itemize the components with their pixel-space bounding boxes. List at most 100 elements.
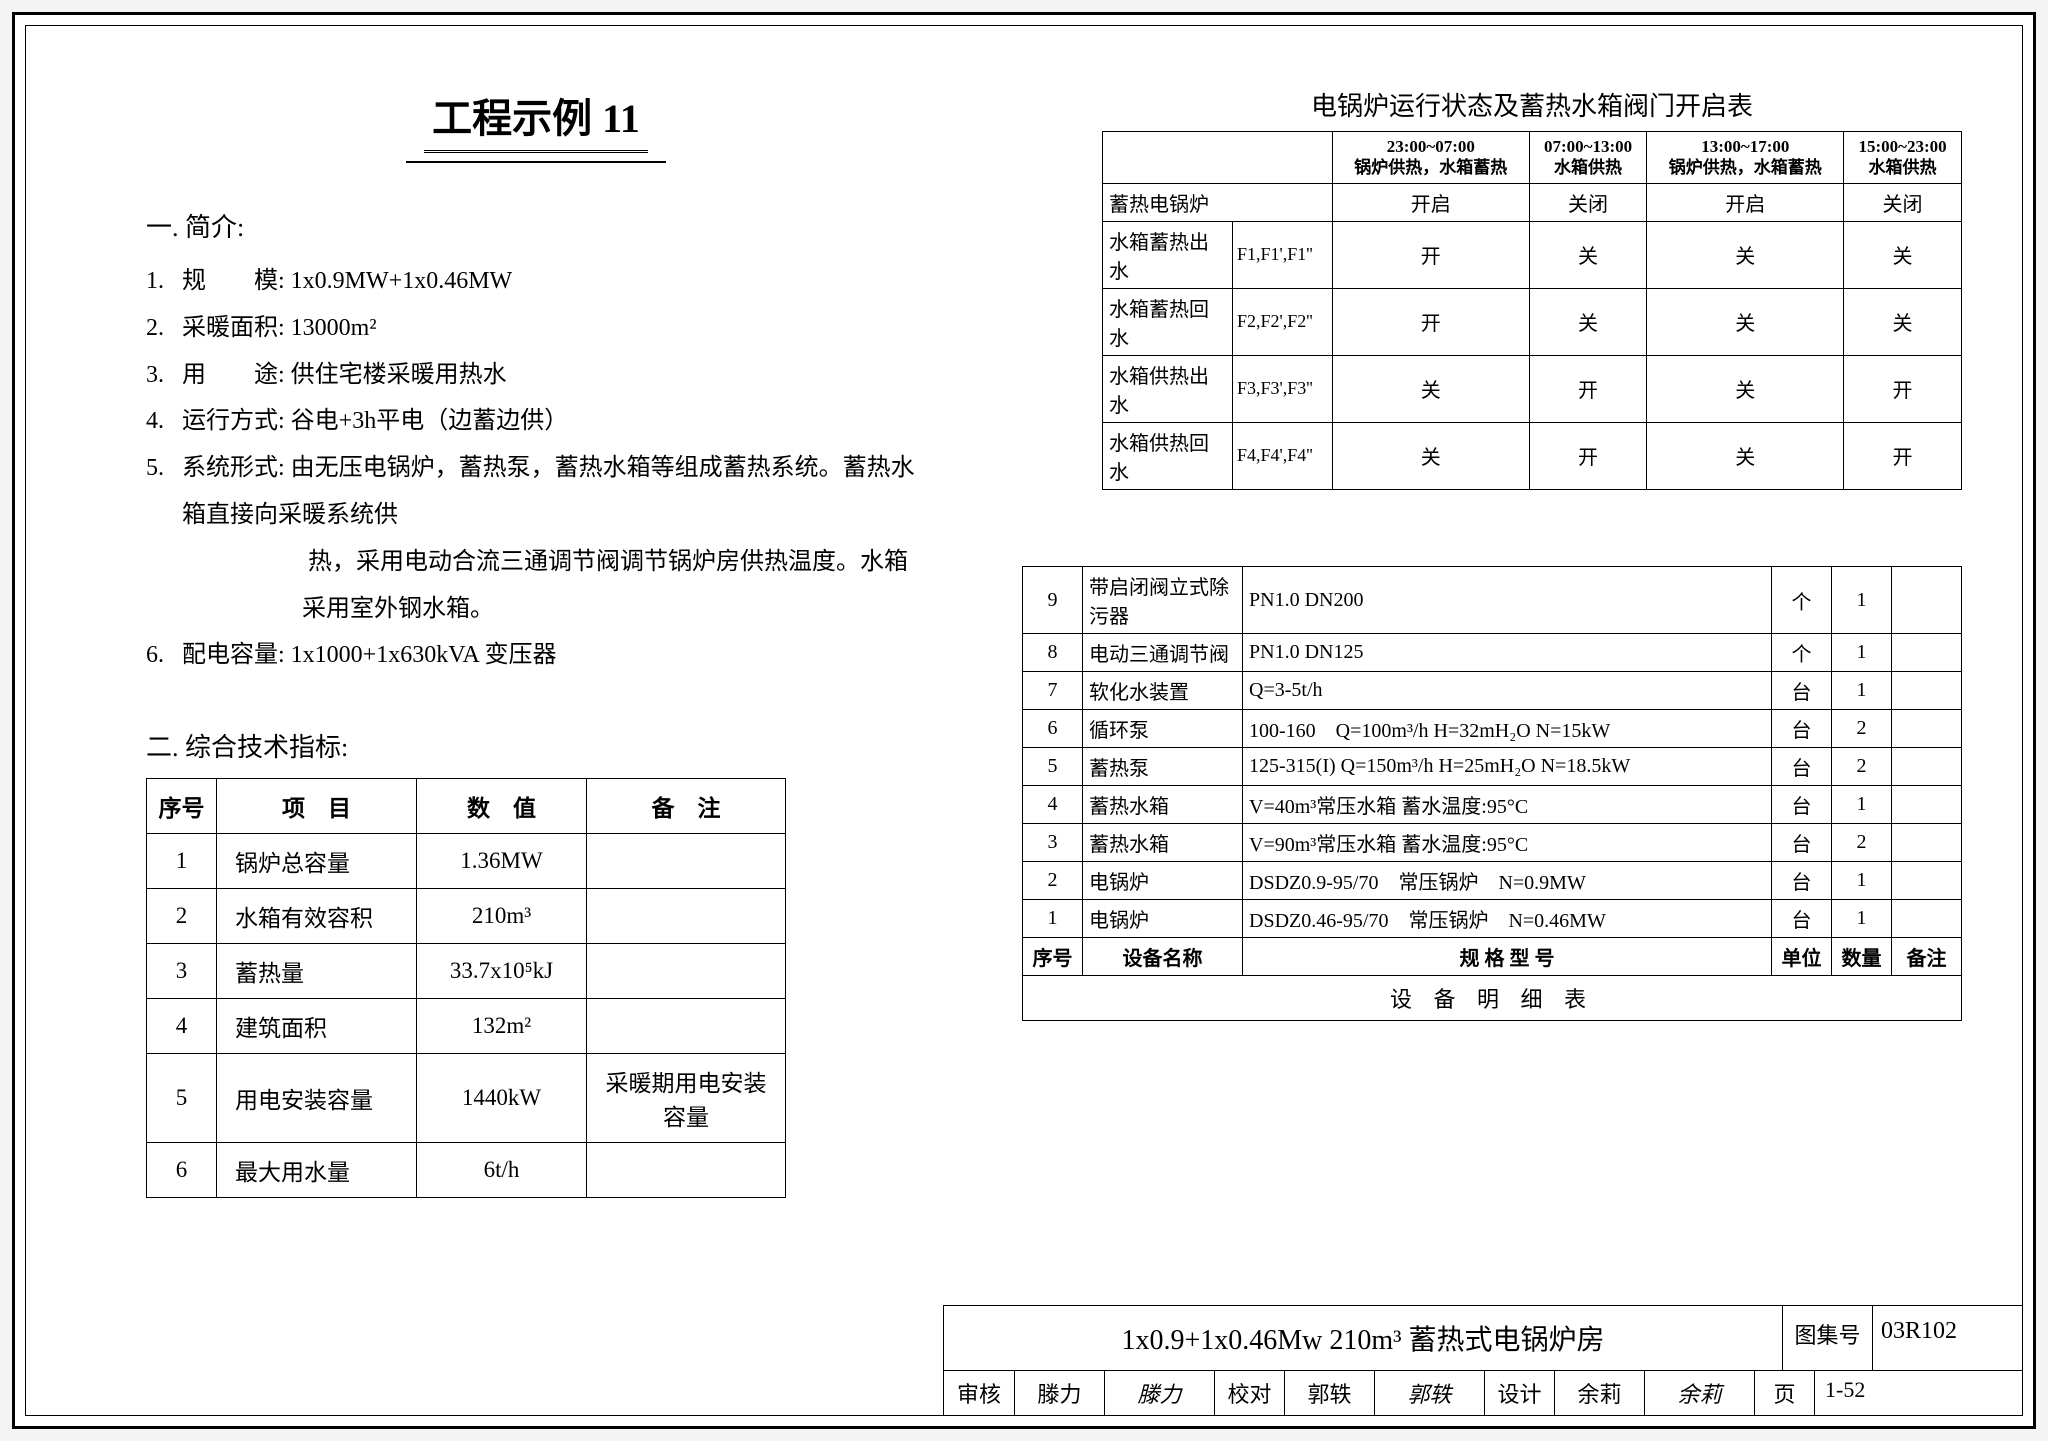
tech-cell: 锅炉总容量 — [217, 834, 417, 889]
tech-cell: 建筑面积 — [217, 999, 417, 1054]
tb-signature: 滕力 — [1104, 1371, 1214, 1415]
equip-col: 设备名称 — [1083, 938, 1243, 976]
tb-label: 校对 — [1214, 1371, 1284, 1415]
intro-text: 运行方式: 谷电+3h平电（边蓄边供） — [182, 398, 568, 445]
table-row: 4建筑面积132m² — [147, 999, 786, 1054]
intro-text: 用 途: 供住宅楼采暖用热水 — [182, 352, 507, 399]
table-row: 蓄热电锅炉开启关闭开启关闭 — [1103, 183, 1962, 221]
equip-cell: 蓄热水箱 — [1083, 824, 1243, 862]
tb-signature: 郭轶 — [1374, 1371, 1484, 1415]
equip-cell: 软化水装置 — [1083, 672, 1243, 710]
equip-cell: 1 — [1832, 862, 1892, 900]
equip-col: 单位 — [1772, 938, 1832, 976]
equip-col: 数量 — [1832, 938, 1892, 976]
tech-cell: 最大用水量 — [217, 1143, 417, 1198]
equip-cell: 个 — [1772, 634, 1832, 672]
tb-name: 郭轶 — [1284, 1371, 1374, 1415]
table-row: 1电锅炉DSDZ0.46-95/70 常压锅炉 N=0.46MW台1 — [1023, 900, 1962, 938]
page-title: 工程示例 11 — [424, 86, 648, 153]
valve-row-name: 水箱供热回水 — [1103, 422, 1233, 489]
valve-cell: 关 — [1333, 422, 1530, 489]
equip-cell: 2 — [1023, 862, 1083, 900]
equip-cell: 台 — [1772, 786, 1832, 824]
equipment-table-title: 设 备 明 细 表 — [1022, 976, 1962, 1021]
valve-cell: 关 — [1333, 355, 1530, 422]
intro-num: 1. — [146, 258, 182, 305]
equip-cell: 5 — [1023, 748, 1083, 786]
table-row: 1锅炉总容量1.36MW — [147, 834, 786, 889]
equip-cell: 循环泵 — [1083, 710, 1243, 748]
equip-cell: PN1.0 DN200 — [1243, 567, 1772, 634]
valve-cell: 开 — [1844, 355, 1962, 422]
equip-cell: DSDZ0.46-95/70 常压锅炉 N=0.46MW — [1243, 900, 1772, 938]
valve-cell: 关闭 — [1844, 183, 1962, 221]
equip-cell: 1 — [1832, 634, 1892, 672]
tech-cell: 采暖期用电安装容量 — [587, 1054, 786, 1143]
table-row: 8电动三通调节阀PN1.0 DN125个1 — [1023, 634, 1962, 672]
table-row: 6最大用水量6t/h — [147, 1143, 786, 1198]
valve-cell: 开启 — [1333, 183, 1530, 221]
intro-text: 规 模: 1x0.9MW+1x0.46MW — [182, 258, 512, 305]
valve-row-name: 蓄热电锅炉 — [1103, 183, 1333, 221]
equip-cell — [1892, 862, 1962, 900]
valve-time-col: 07:00~13:00水箱供热 — [1529, 132, 1647, 184]
equip-cell — [1892, 786, 1962, 824]
intro-item: 2.采暖面积: 13000m² — [146, 305, 926, 352]
valve-cell: 关 — [1647, 355, 1844, 422]
valve-row-name: 水箱蓄热回水 — [1103, 288, 1233, 355]
equip-col: 规 格 型 号 — [1243, 938, 1772, 976]
tech-cell — [587, 944, 786, 999]
tech-col: 序号 — [147, 779, 217, 834]
tech-cell: 4 — [147, 999, 217, 1054]
page-value: 1-52 — [1814, 1371, 2022, 1415]
tech-cell — [587, 889, 786, 944]
intro-num: 5. — [146, 445, 182, 539]
equip-cell: 蓄热水箱 — [1083, 786, 1243, 824]
equip-cell: 台 — [1772, 748, 1832, 786]
atlas-value: 03R102 — [1872, 1306, 2022, 1370]
tech-cell — [587, 834, 786, 889]
drawing-inner-frame: 工程示例 11 一. 简介: 1.规 模: 1x0.9MW+1x0.46MW2.… — [25, 25, 2023, 1416]
valve-row-name: 水箱供热出水 — [1103, 355, 1233, 422]
equip-cell: 4 — [1023, 786, 1083, 824]
table-row: 水箱供热回水F4,F4',F4''关开关开 — [1103, 422, 1962, 489]
valve-code: F2,F2',F2'' — [1233, 288, 1333, 355]
tb-name: 余莉 — [1554, 1371, 1644, 1415]
tech-cell: 水箱有效容积 — [217, 889, 417, 944]
valve-code: F4,F4',F4'' — [1233, 422, 1333, 489]
equip-cell: 1 — [1832, 567, 1892, 634]
drawing-name: 1x0.9+1x0.46Mw 210m³ 蓄热式电锅炉房 — [944, 1306, 1782, 1370]
equip-cell: 电锅炉 — [1083, 900, 1243, 938]
valve-blank — [1103, 132, 1333, 184]
tech-col: 项 目 — [217, 779, 417, 834]
table-row: 5用电安装容量1440kW采暖期用电安装容量 — [147, 1054, 786, 1143]
tech-cell: 132m² — [417, 999, 587, 1054]
equip-cell: 1 — [1832, 900, 1892, 938]
intro-num: 3. — [146, 352, 182, 399]
valve-cell: 开 — [1333, 288, 1530, 355]
intro-num: 6. — [146, 632, 182, 679]
valve-code: F3,F3',F3'' — [1233, 355, 1333, 422]
equip-cell: 台 — [1772, 824, 1832, 862]
tech-cell: 6 — [147, 1143, 217, 1198]
tb-signature: 余莉 — [1644, 1371, 1754, 1415]
intro-item: 热，采用电动合流三通调节阀调节锅炉房供热温度。水箱采用室外钢水箱。 — [146, 539, 926, 633]
table-row: 3蓄热水箱V=90m³常压水箱 蓄水温度:95°C台2 — [1023, 824, 1962, 862]
tech-cell: 1 — [147, 834, 217, 889]
table-row: 2水箱有效容积210m³ — [147, 889, 786, 944]
equip-cell: V=40m³常压水箱 蓄水温度:95°C — [1243, 786, 1772, 824]
table-row: 水箱供热出水F3,F3',F3''关开关开 — [1103, 355, 1962, 422]
equip-col: 备注 — [1892, 938, 1962, 976]
intro-heading: 一. 简介: — [146, 207, 926, 244]
tech-cell: 2 — [147, 889, 217, 944]
equip-cell: 2 — [1832, 824, 1892, 862]
tech-cell: 1.36MW — [417, 834, 587, 889]
table-row: 3蓄热量33.7x10⁵kJ — [147, 944, 786, 999]
table-row: 水箱蓄热出水F1,F1',F1''开关关关 — [1103, 221, 1962, 288]
valve-cell: 开 — [1529, 422, 1647, 489]
intro-list: 1.规 模: 1x0.9MW+1x0.46MW2.采暖面积: 13000m²3.… — [146, 258, 926, 679]
valve-cell: 开启 — [1647, 183, 1844, 221]
equip-cell — [1892, 748, 1962, 786]
intro-item: 3.用 途: 供住宅楼采暖用热水 — [146, 352, 926, 399]
table-row: 5蓄热泵125-315(I) Q=150m³/h H=25mH₂O N=18.5… — [1023, 748, 1962, 786]
